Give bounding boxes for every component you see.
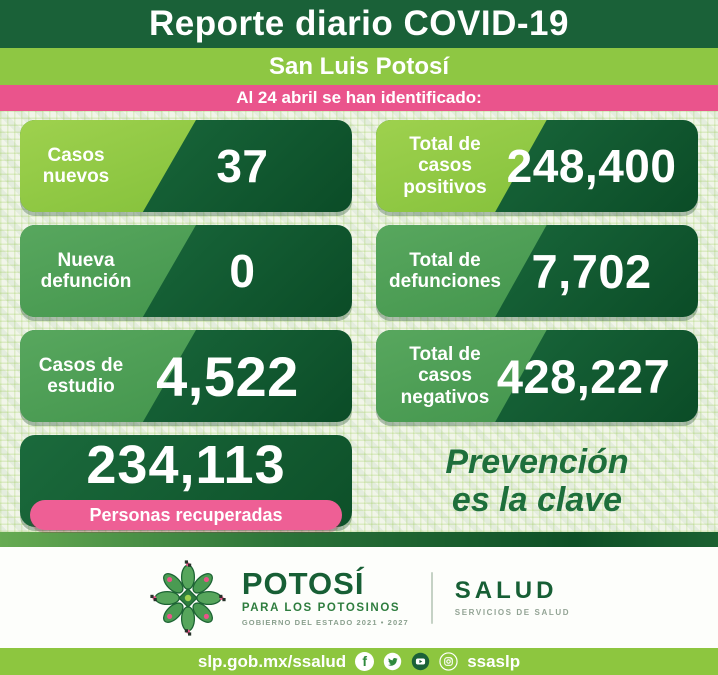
stat-label: Nueva defunción [40,249,132,292]
date-banner: Al 24 abril se han identificado: [0,85,718,111]
salud-logo: SALUD SERVICIOS DE SALUD [454,576,571,617]
salud-logo-title: SALUD [454,576,558,604]
message-line-2: es la clave [451,481,623,519]
stat-value: 428,227 [496,349,671,403]
stat-card-total-defunciones: Total de defunciones 7,702 [376,225,698,317]
potosi-logo-subtitle: PARA LOS POTOSINOS [241,602,401,614]
stat-card-recuperados: 234,113 Personas recuperadas [20,435,352,530]
subtitle-band: San Luis Potosí [0,48,718,85]
stat-label: Total de casos positivos [403,134,487,198]
stats-grid: Casos nuevos 37 Total de casos positivos… [0,111,718,532]
instagram-icon[interactable] [439,652,458,671]
footer-handle[interactable]: ssaslp [467,651,521,671]
footer-url[interactable]: slp.gob.mx/ssalud [197,651,347,671]
date-banner-text: Al 24 abril se han identificado: [236,88,482,107]
stat-value: 4,522 [156,344,299,408]
potosi-logo-government: GOBIERNO DEL ESTADO 2021 • 2027 [241,618,409,627]
stat-label: Casos de estudio [38,354,124,397]
stat-label: Total de casos negativos [400,344,490,408]
potosi-logo: POTOSÍ PARA LOS POTOSINOS GOBIERNO DEL E… [242,568,409,627]
stat-value: 248,400 [506,140,677,192]
stat-label: Total de defunciones [389,249,501,292]
recovered-value: 234,113 [86,435,286,495]
stat-card-casos-estudio: Casos de estudio 4,522 [20,330,352,422]
salud-logo-subtitle: SERVICIOS DE SALUD [454,607,571,617]
footer-bar: slp.gob.mx/ssalud f ssaslp [0,648,718,675]
message-line-1: Prevención [445,442,629,481]
divider-stripe [0,532,718,547]
potosi-logo-title: POTOSÍ [241,566,365,601]
youtube-icon[interactable] [411,652,430,671]
stat-card-total-positivos: Total de casos positivos 248,400 [376,120,698,212]
page-subtitle: San Luis Potosí [268,52,450,80]
twitter-icon[interactable] [383,652,402,671]
facebook-icon[interactable]: f [355,652,375,671]
page-title: Reporte diario COVID-19 [149,4,569,43]
recovered-label-pill: Personas recuperadas [30,500,342,530]
stat-label: Casos nuevos [42,144,110,187]
stat-card-casos-nuevos: Casos nuevos 37 [20,120,352,212]
prevention-message: Prevención es la clave [376,435,698,527]
stat-card-nueva-defuncion: Nueva defunción 0 [20,225,352,317]
logo-divider [430,571,433,624]
stat-card-total-negativos: Total de casos negativos 428,227 [376,330,698,422]
stat-value: 7,702 [531,244,652,298]
stat-value: 37 [216,140,269,192]
title-band: Reporte diario COVID-19 [0,0,718,48]
potosi-emblem-icon [150,559,226,636]
stat-value: 0 [229,245,256,297]
logo-bar: POTOSÍ PARA LOS POTOSINOS GOBIERNO DEL E… [0,547,718,648]
